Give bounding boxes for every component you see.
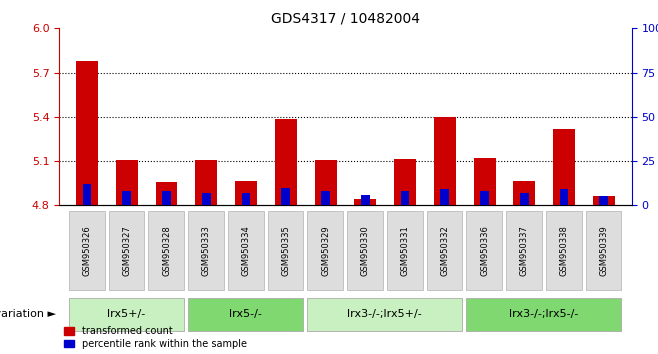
Bar bbox=[553, 129, 575, 205]
Bar bbox=[156, 182, 178, 205]
FancyBboxPatch shape bbox=[467, 211, 502, 290]
Text: GSM950338: GSM950338 bbox=[559, 225, 569, 276]
Text: GSM950334: GSM950334 bbox=[241, 225, 251, 276]
Text: GSM950328: GSM950328 bbox=[162, 225, 171, 276]
Text: lrx5-/-: lrx5-/- bbox=[229, 309, 262, 319]
FancyBboxPatch shape bbox=[68, 211, 105, 290]
Bar bbox=[315, 160, 336, 205]
FancyBboxPatch shape bbox=[307, 298, 463, 331]
Bar bbox=[361, 195, 370, 205]
FancyBboxPatch shape bbox=[148, 211, 184, 290]
Legend: transformed count, percentile rank within the sample: transformed count, percentile rank withi… bbox=[64, 326, 247, 349]
Text: GSM950329: GSM950329 bbox=[321, 225, 330, 276]
FancyBboxPatch shape bbox=[586, 211, 621, 290]
FancyBboxPatch shape bbox=[506, 211, 542, 290]
Bar bbox=[321, 191, 330, 205]
Text: GSM950335: GSM950335 bbox=[282, 225, 290, 276]
Bar bbox=[202, 193, 211, 205]
Bar bbox=[275, 119, 297, 205]
Bar bbox=[401, 191, 409, 205]
Bar bbox=[83, 184, 91, 205]
FancyBboxPatch shape bbox=[268, 211, 303, 290]
Bar bbox=[474, 158, 495, 205]
Text: GSM950327: GSM950327 bbox=[122, 225, 132, 276]
Text: lrx5+/-: lrx5+/- bbox=[107, 309, 145, 319]
FancyBboxPatch shape bbox=[467, 298, 621, 331]
Text: GSM950326: GSM950326 bbox=[82, 225, 91, 276]
Text: lrx3-/-;lrx5+/-: lrx3-/-;lrx5+/- bbox=[347, 309, 422, 319]
FancyBboxPatch shape bbox=[68, 298, 184, 331]
Bar bbox=[520, 193, 529, 205]
FancyBboxPatch shape bbox=[426, 211, 463, 290]
Text: GSM950330: GSM950330 bbox=[361, 225, 370, 276]
Bar bbox=[440, 189, 449, 205]
FancyBboxPatch shape bbox=[109, 211, 144, 290]
Bar bbox=[480, 191, 489, 205]
Text: GSM950333: GSM950333 bbox=[202, 225, 211, 276]
FancyBboxPatch shape bbox=[387, 211, 422, 290]
Title: GDS4317 / 10482004: GDS4317 / 10482004 bbox=[271, 12, 420, 26]
Bar bbox=[195, 160, 217, 205]
FancyBboxPatch shape bbox=[545, 211, 582, 290]
Text: GSM950331: GSM950331 bbox=[401, 225, 409, 276]
Bar bbox=[162, 191, 171, 205]
Bar bbox=[513, 181, 535, 205]
Text: GSM950339: GSM950339 bbox=[599, 225, 609, 276]
Bar bbox=[241, 193, 251, 205]
FancyBboxPatch shape bbox=[188, 298, 303, 331]
Bar bbox=[235, 181, 257, 205]
FancyBboxPatch shape bbox=[307, 211, 343, 290]
FancyBboxPatch shape bbox=[347, 211, 383, 290]
Text: genotype/variation ►: genotype/variation ► bbox=[0, 309, 56, 319]
Bar bbox=[434, 117, 456, 205]
Bar bbox=[76, 61, 98, 205]
Bar bbox=[593, 196, 615, 205]
Bar bbox=[355, 199, 376, 205]
FancyBboxPatch shape bbox=[188, 211, 224, 290]
Text: GSM950336: GSM950336 bbox=[480, 225, 489, 276]
FancyBboxPatch shape bbox=[228, 211, 264, 290]
Bar bbox=[599, 196, 608, 205]
Text: lrx3-/-;lrx5-/-: lrx3-/-;lrx5-/- bbox=[509, 309, 578, 319]
Bar bbox=[116, 160, 138, 205]
Bar bbox=[122, 191, 131, 205]
Text: GSM950337: GSM950337 bbox=[520, 225, 529, 276]
Bar bbox=[560, 189, 569, 205]
Bar bbox=[394, 159, 416, 205]
Text: GSM950332: GSM950332 bbox=[440, 225, 449, 276]
Bar bbox=[282, 188, 290, 205]
